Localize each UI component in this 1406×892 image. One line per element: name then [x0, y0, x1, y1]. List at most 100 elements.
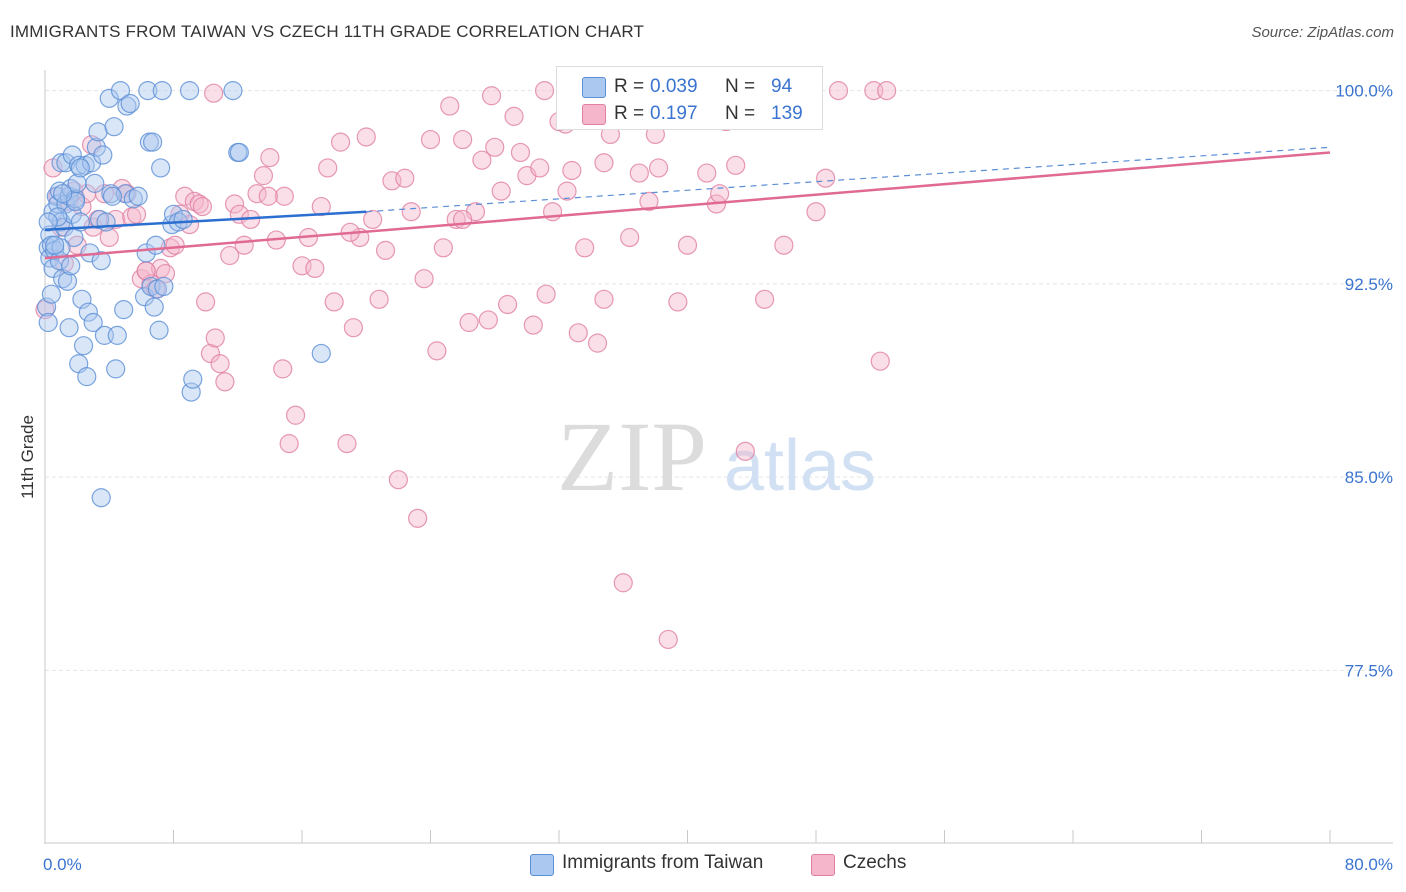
x-tick-label-min: 0.0%: [43, 855, 82, 874]
taiwan-point: [38, 212, 58, 232]
czechs-point: [324, 292, 344, 312]
taiwan-point: [117, 96, 137, 116]
taiwan-point: [38, 312, 58, 333]
czechs-point: [568, 323, 588, 343]
chart-title: IMMIGRANTS FROM TAIWAN VS CZECH 11TH GRA…: [10, 22, 645, 41]
taiwan-point: [45, 235, 65, 255]
czechs-point: [481, 86, 502, 106]
czechs-point: [395, 168, 415, 188]
taiwan-point: [88, 122, 108, 142]
czechs-point: [620, 227, 640, 248]
taiwan-point: [73, 336, 94, 356]
taiwan-point: [57, 271, 78, 291]
stats-row-czechs: R = 0.197 N = 139: [557, 100, 822, 128]
czechs-point: [414, 269, 434, 289]
czechs-point: [453, 129, 473, 150]
taiwan-point: [86, 137, 107, 157]
taiwan-point: [41, 284, 62, 304]
taiwan-point: [78, 302, 98, 322]
czechs-point: [273, 359, 293, 379]
czechs-n-value: 139: [771, 103, 803, 124]
czechs-point: [710, 184, 730, 204]
y-tick-label: 92.5%: [1345, 275, 1393, 294]
taiwan-point: [70, 158, 90, 178]
taiwan-n-value: 94: [771, 76, 793, 97]
czechs-point: [200, 343, 221, 364]
taiwan-point: [37, 297, 57, 317]
czechs-legend-swatch: [811, 854, 835, 876]
czechs-point: [311, 196, 331, 217]
taiwan-point: [83, 312, 103, 333]
czechs-point: [192, 196, 213, 217]
taiwan-point: [102, 186, 123, 206]
series-legend: Immigrants from Taiwan Czechs: [0, 852, 1406, 878]
watermark-atlas: atlas: [724, 426, 876, 506]
taiwan-point: [183, 369, 203, 389]
czechs-point: [575, 238, 595, 258]
czechs-point: [877, 81, 897, 101]
czechs-point: [369, 289, 389, 309]
taiwan-point: [144, 297, 164, 317]
taiwan-point: [114, 300, 134, 320]
czechs-point: [363, 209, 383, 230]
czechs-point: [613, 573, 633, 593]
czechs-point: [196, 292, 216, 312]
czechs-point: [478, 310, 498, 330]
stats-row-taiwan: R = 0.039 N = 94: [557, 73, 822, 101]
watermark: ZIP atlas: [557, 401, 876, 512]
czechs-point: [99, 227, 119, 248]
czechs-point: [530, 158, 550, 178]
czechs-point: [205, 328, 225, 348]
czechs-point: [472, 150, 492, 170]
czechs-trend-line: [44, 151, 1331, 260]
czechs-point: [510, 142, 531, 163]
czechs-point: [220, 245, 240, 266]
czechs-point: [629, 163, 649, 183]
czechs-point: [658, 629, 678, 650]
czechs-point: [453, 209, 473, 230]
czechs-point: [504, 106, 524, 126]
source-note: Source: ZipAtlas.com: [1251, 24, 1394, 41]
czechs-point: [375, 240, 396, 260]
grid-lines: [45, 90, 1390, 671]
czechs-point: [433, 238, 453, 258]
czechs-point: [165, 235, 185, 255]
taiwan-trend-extension: [366, 146, 1331, 213]
y-axis-label: 11th Grade: [18, 415, 37, 499]
taiwan-point: [179, 81, 200, 101]
taiwan-trend-line: [44, 210, 367, 232]
czechs-point: [279, 434, 299, 454]
czechs-point: [274, 186, 294, 206]
czechs-point: [870, 351, 890, 371]
czechs-point: [594, 153, 614, 173]
czechs-point: [485, 137, 505, 157]
czechs-point: [594, 289, 614, 309]
czechs-point: [562, 160, 582, 181]
czechs-point: [828, 81, 849, 101]
taiwan-point: [61, 256, 81, 276]
czechs-point: [735, 441, 755, 461]
legend-label-czechs: Czechs: [843, 852, 907, 873]
r-label: R =: [614, 76, 645, 97]
taiwan-point: [173, 209, 193, 230]
stats-legend: R = 0.039 N = 94 R = 0.197 N = 139: [556, 66, 823, 130]
czechs-point: [816, 168, 836, 188]
taiwan-point: [81, 153, 102, 173]
czechs-point: [72, 196, 92, 217]
czechs-point: [388, 470, 408, 490]
czechs-point: [498, 294, 518, 315]
watermark-zip: ZIP: [557, 401, 707, 512]
czechs-point: [668, 292, 688, 312]
taiwan-point: [91, 488, 111, 508]
taiwan-point: [106, 359, 126, 379]
taiwan-point: [104, 117, 124, 137]
czechs-point: [557, 181, 577, 201]
czechs-r-value: 0.197: [650, 103, 698, 124]
czechs-point: [318, 158, 338, 178]
czechs-point: [204, 83, 224, 103]
r-label: R =: [614, 103, 645, 124]
czechs-point: [534, 81, 555, 101]
taiwan-point: [138, 81, 158, 101]
czechs-point: [536, 284, 556, 304]
czechs-point: [356, 127, 376, 147]
